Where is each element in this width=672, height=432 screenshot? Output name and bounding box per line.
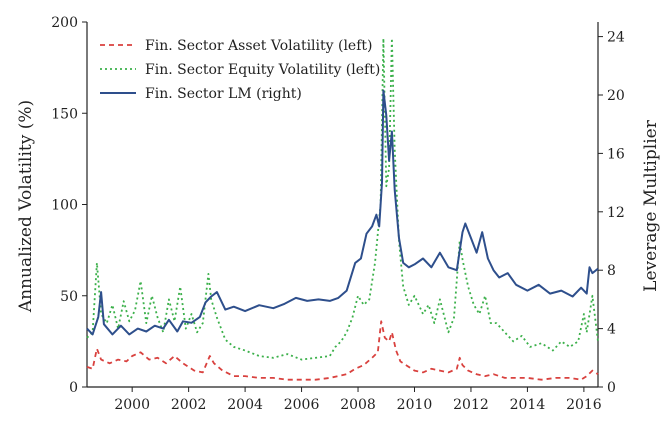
x-tick-label: 2008: [340, 397, 376, 413]
x-tick-label: 2010: [397, 397, 433, 413]
legend-label: Fin. Sector Equity Volatility (left): [145, 62, 380, 78]
x-tick-label: 2012: [453, 397, 489, 413]
x-tick-label: 2006: [284, 397, 320, 413]
axes-layer: 2000 2002 2004 2006 2008 2010 2012 2014 20160501…: [51, 15, 625, 413]
series-line-fin-sector-equity-volatility-left: [86, 37, 599, 361]
series-line-fin-sector-lm-right: [86, 89, 599, 336]
y-tick-label-right: 4: [607, 322, 616, 338]
y-tick-label-right: 24: [607, 30, 625, 46]
x-tick-label: 2002: [171, 397, 207, 413]
x-tick-label: 2000: [114, 397, 150, 413]
y-tick-label-right: 0: [607, 380, 616, 396]
y-axis-label-right: Leverage Multiplier: [641, 119, 661, 292]
y-tick-label-left: 100: [51, 198, 78, 214]
legend-label: Fin. Sector Asset Volatility (left): [145, 38, 372, 54]
x-tick-label: 2014: [510, 397, 546, 413]
series-layer: [86, 37, 599, 381]
y-tick-label-left: 0: [69, 380, 78, 396]
y-tick-label-left: 150: [51, 106, 78, 122]
y-tick-label-left: 50: [60, 289, 78, 305]
x-tick-label: 2016: [566, 397, 602, 413]
y-tick-label-right: 16: [607, 146, 625, 162]
y-tick-label-left: 200: [51, 15, 78, 31]
y-tick-label-right: 8: [607, 263, 616, 279]
series-line-fin-sector-asset-volatility-left: [86, 320, 599, 381]
y-tick-label-right: 20: [607, 88, 625, 104]
legend: Fin. Sector Asset Volatility (left) Fin. …: [100, 38, 380, 102]
y-axis-label-left: Annualized Volatility (%): [16, 100, 36, 313]
legend-label: Fin. Sector LM (right): [145, 86, 302, 102]
y-tick-label-right: 12: [607, 205, 625, 221]
x-tick-label: 2004: [227, 397, 263, 413]
